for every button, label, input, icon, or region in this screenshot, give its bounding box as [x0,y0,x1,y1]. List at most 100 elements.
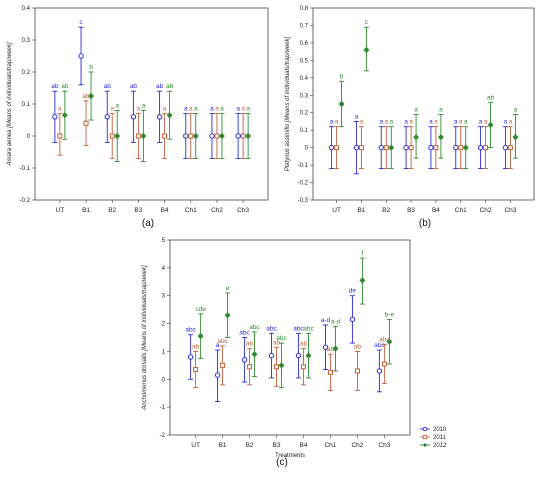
panel-label: (a) [142,218,154,229]
significance-label: a [110,106,114,113]
data-point [52,114,58,120]
significance-label: a [335,119,339,126]
data-point [300,364,306,370]
significance-label: ab [104,83,112,90]
data-point [376,368,383,374]
significance-label: cde [195,306,206,313]
y-tick-label: -0.2 [20,198,31,204]
y-tick-label: 0.5 [300,58,309,64]
panel-2: -0.3 -0.2 -0.1 0 0.1 0.2 0.3 0.4 0.5 0.6 0.7 0.8 UT B… [285,6,535,229]
significance-label: a [215,106,219,113]
data-point [193,367,199,373]
data-point [502,144,509,151]
y-tick-label: -0.1 [20,166,31,172]
data-point [462,144,469,151]
legend-marker [422,426,428,432]
data-point [78,53,84,59]
data-point [378,144,384,151]
data-point [487,121,494,129]
data-point [166,112,173,119]
category-label: Ch2 [211,207,223,214]
significance-label: a [184,106,188,113]
data-point [349,316,356,323]
significance-label: a [409,119,413,126]
significance-label: abc [379,336,390,343]
data-point [334,145,340,151]
legend-label: 2010 [433,427,447,433]
significance-label: abc [293,325,304,332]
y-tick-label: 0.4 [22,6,31,12]
data-point [354,368,360,374]
significance-label: a [137,106,141,113]
y-tick-label: 2 [162,322,166,328]
category-label: Ch2 [351,442,363,449]
significance-label: abc [266,325,277,332]
data-point [413,133,420,141]
significance-label: a [429,119,433,126]
panel-3: -2 -1 0 1 2 3 4 5 UT B1 B2 B3 B4 Ch1 Ch2 Ch3 Anchomenus … [142,238,447,468]
panel-label: (b) [419,218,431,229]
panel-label: (c) [276,457,288,468]
significance-label: a [509,119,513,126]
plot-frame [312,7,535,201]
data-point [453,144,459,151]
data-point [327,369,333,375]
data-point [241,357,248,363]
data-point [197,332,204,340]
significance-label: b [340,73,344,80]
data-point [359,277,366,284]
significance-label: c [365,19,369,26]
category-label: B4 [432,207,440,214]
category-label: Ch2 [480,207,492,214]
y-axis-label: Amara aenea [Means of individuals/trap/w… [7,42,13,166]
data-point [403,144,409,151]
significance-label: a [389,119,393,126]
data-point [332,345,339,352]
y-tick-label: 5 [162,238,166,244]
category-label: B2 [246,442,254,449]
significance-label: a [246,106,250,113]
significance-label: ab [130,83,138,90]
y-axis-label: Anchomenus dorsalis [Means of individual… [142,265,148,411]
data-point [353,144,360,151]
category-label: B2 [108,207,116,214]
data-point [109,133,115,139]
y-tick-label: 0.3 [22,38,31,44]
data-point [61,112,68,119]
data-point [383,145,389,151]
category-label: B2 [382,207,390,214]
significance-label: a [504,119,508,126]
legend-marker [423,442,427,448]
data-point [88,92,94,100]
data-point [363,46,370,54]
significance-label: a [414,106,418,113]
significance-label: a [142,102,146,109]
significance-label: a [379,119,383,126]
category-label: B3 [134,207,142,214]
category-label: Ch3 [504,207,516,214]
category-label: B1 [82,207,90,214]
significance-label: abc [249,324,260,331]
significance-label: ab [273,339,281,346]
category-label: UT [56,207,65,214]
data-point [512,133,519,141]
data-point [187,354,194,360]
y-tick-label: 0.2 [22,70,31,76]
significance-label: a [384,119,388,126]
significance-label: a [163,106,167,113]
significance-label: ab [246,341,254,348]
data-point [224,312,231,319]
significance-label: a [439,106,443,113]
data-point [235,133,241,139]
y-tick-label: 0.8 [300,6,309,12]
data-point [338,100,345,108]
significance-label: abc [374,342,385,349]
category-label: Ch3 [378,442,390,449]
significance-label: a [210,106,214,113]
significance-label: a [454,119,458,126]
data-point [245,132,252,140]
